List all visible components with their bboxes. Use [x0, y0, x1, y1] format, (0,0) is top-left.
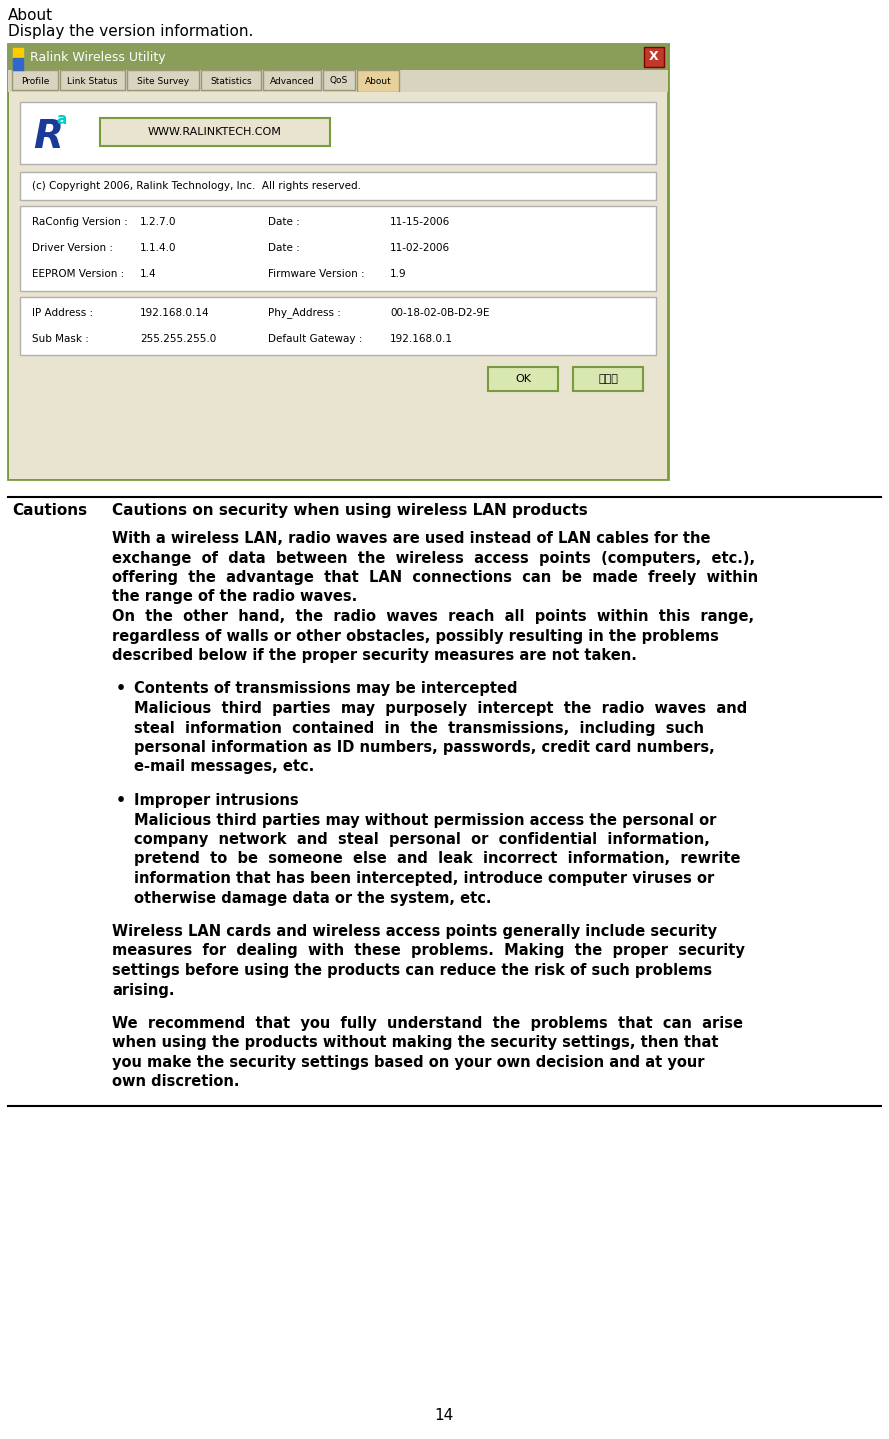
Text: 00-18-02-0B-D2-9E: 00-18-02-0B-D2-9E — [390, 308, 490, 318]
Text: (c) Copyright 2006, Ralink Technology, Inc.  All rights reserved.: (c) Copyright 2006, Ralink Technology, I… — [32, 181, 361, 191]
Text: information that has been intercepted, introduce computer viruses or: information that has been intercepted, i… — [134, 871, 714, 886]
Text: Contents of transmissions may be intercepted: Contents of transmissions may be interce… — [134, 682, 517, 696]
Text: •: • — [116, 793, 126, 809]
Text: when using the products without making the security settings, then that: when using the products without making t… — [112, 1036, 718, 1050]
Text: •: • — [116, 682, 126, 696]
Bar — [127, 71, 199, 91]
Text: RaConfig Version :: RaConfig Version : — [32, 217, 128, 227]
Text: Improper intrusions: Improper intrusions — [134, 793, 299, 809]
Text: 11-02-2006: 11-02-2006 — [390, 243, 450, 253]
Text: ヘルプ: ヘルプ — [598, 374, 618, 384]
Text: Ralink Wireless Utility: Ralink Wireless Utility — [30, 50, 165, 63]
Bar — [20, 173, 656, 200]
Text: arising.: arising. — [112, 983, 174, 997]
Text: exchange  of  data  between  the  wireless  access  points  (computers,  etc.),: exchange of data between the wireless ac… — [112, 551, 755, 566]
Bar — [100, 118, 330, 145]
Bar — [20, 102, 656, 164]
Text: With a wireless LAN, radio waves are used instead of LAN cables for the: With a wireless LAN, radio waves are use… — [112, 531, 710, 545]
Bar — [12, 71, 58, 91]
Text: 192.168.0.14: 192.168.0.14 — [140, 308, 210, 318]
Text: R: R — [33, 118, 63, 155]
Text: Profile: Profile — [20, 76, 49, 85]
Text: settings before using the products can reduce the risk of such problems: settings before using the products can r… — [112, 963, 712, 979]
Text: Malicious  third  parties  may  purposely  intercept  the  radio  waves  and: Malicious third parties may purposely in… — [134, 701, 748, 717]
Bar — [488, 367, 558, 391]
Text: WWW.RALINKTECH.COM: WWW.RALINKTECH.COM — [148, 127, 282, 137]
Bar — [201, 71, 261, 91]
Text: 1.1.4.0: 1.1.4.0 — [140, 243, 177, 253]
Text: Date :: Date : — [268, 217, 300, 227]
Text: described below if the proper security measures are not taken.: described below if the proper security m… — [112, 648, 637, 663]
Bar — [8, 45, 668, 71]
Text: Cautions on security when using wireless LAN products: Cautions on security when using wireless… — [112, 504, 588, 518]
Text: the range of the radio waves.: the range of the radio waves. — [112, 590, 357, 604]
Text: Malicious third parties may without permission access the personal or: Malicious third parties may without perm… — [134, 813, 717, 827]
Text: OK: OK — [515, 374, 531, 384]
Bar — [20, 296, 656, 355]
Text: pretend  to  be  someone  else  and  leak  incorrect  information,  rewrite: pretend to be someone else and leak inco… — [134, 852, 741, 866]
Bar — [263, 71, 321, 91]
Text: 192.168.0.1: 192.168.0.1 — [390, 334, 453, 344]
Bar — [357, 71, 399, 92]
Text: 1.2.7.0: 1.2.7.0 — [140, 217, 177, 227]
Bar — [13, 47, 23, 58]
Bar — [9, 92, 667, 479]
Text: Wireless LAN cards and wireless access points generally include security: Wireless LAN cards and wireless access p… — [112, 924, 717, 940]
Bar — [8, 45, 668, 479]
Text: you make the security settings based on your own decision and at your: you make the security settings based on … — [112, 1055, 704, 1071]
Bar — [573, 367, 643, 391]
Text: otherwise damage data or the system, etc.: otherwise damage data or the system, etc… — [134, 891, 492, 905]
Text: Display the version information.: Display the version information. — [8, 24, 253, 39]
Text: Statistics: Statistics — [210, 76, 252, 85]
Text: regardless of walls or other obstacles, possibly resulting in the problems: regardless of walls or other obstacles, … — [112, 629, 719, 643]
Text: Date :: Date : — [268, 243, 300, 253]
Text: X: X — [649, 50, 659, 63]
Text: Link Status: Link Status — [68, 76, 117, 85]
Text: 1.9: 1.9 — [390, 269, 406, 279]
Text: 14: 14 — [435, 1407, 453, 1423]
Text: personal information as ID numbers, passwords, credit card numbers,: personal information as ID numbers, pass… — [134, 740, 715, 755]
Text: 255.255.255.0: 255.255.255.0 — [140, 334, 216, 344]
Text: Advanced: Advanced — [269, 76, 315, 85]
Bar — [60, 71, 125, 91]
Text: steal  information  contained  in  the  transmissions,  including  such: steal information contained in the trans… — [134, 721, 704, 735]
Bar — [644, 47, 664, 68]
Text: Site Survey: Site Survey — [137, 76, 189, 85]
Text: e-mail messages, etc.: e-mail messages, etc. — [134, 760, 314, 774]
Bar — [8, 71, 668, 92]
Text: 11-15-2006: 11-15-2006 — [390, 217, 450, 227]
Text: Driver Version :: Driver Version : — [32, 243, 113, 253]
Text: company  network  and  steal  personal  or  confidential  information,: company network and steal personal or co… — [134, 832, 710, 848]
Text: Default Gateway :: Default Gateway : — [268, 334, 363, 344]
Text: Cautions: Cautions — [12, 504, 87, 518]
Text: EEPROM Version :: EEPROM Version : — [32, 269, 124, 279]
Text: Phy_Address :: Phy_Address : — [268, 308, 340, 318]
Text: a: a — [57, 112, 68, 128]
Text: QoS: QoS — [330, 76, 348, 85]
Text: About: About — [8, 9, 53, 23]
Text: On  the  other  hand,  the  radio  waves  reach  all  points  within  this  rang: On the other hand, the radio waves reach… — [112, 609, 754, 625]
Bar — [20, 206, 656, 291]
Bar — [13, 58, 23, 71]
Text: IP Address :: IP Address : — [32, 308, 93, 318]
Bar — [323, 71, 355, 91]
Text: 1.4: 1.4 — [140, 269, 156, 279]
Text: About: About — [364, 78, 391, 86]
Text: Firmware Version :: Firmware Version : — [268, 269, 364, 279]
Text: Sub Mask :: Sub Mask : — [32, 334, 89, 344]
Text: offering  the  advantage  that  LAN  connections  can  be  made  freely  within: offering the advantage that LAN connecti… — [112, 570, 758, 586]
Text: own discretion.: own discretion. — [112, 1075, 239, 1089]
Text: measures  for  dealing  with  these  problems.  Making  the  proper  security: measures for dealing with these problems… — [112, 944, 745, 958]
Text: We  recommend  that  you  fully  understand  the  problems  that  can  arise: We recommend that you fully understand t… — [112, 1016, 743, 1030]
